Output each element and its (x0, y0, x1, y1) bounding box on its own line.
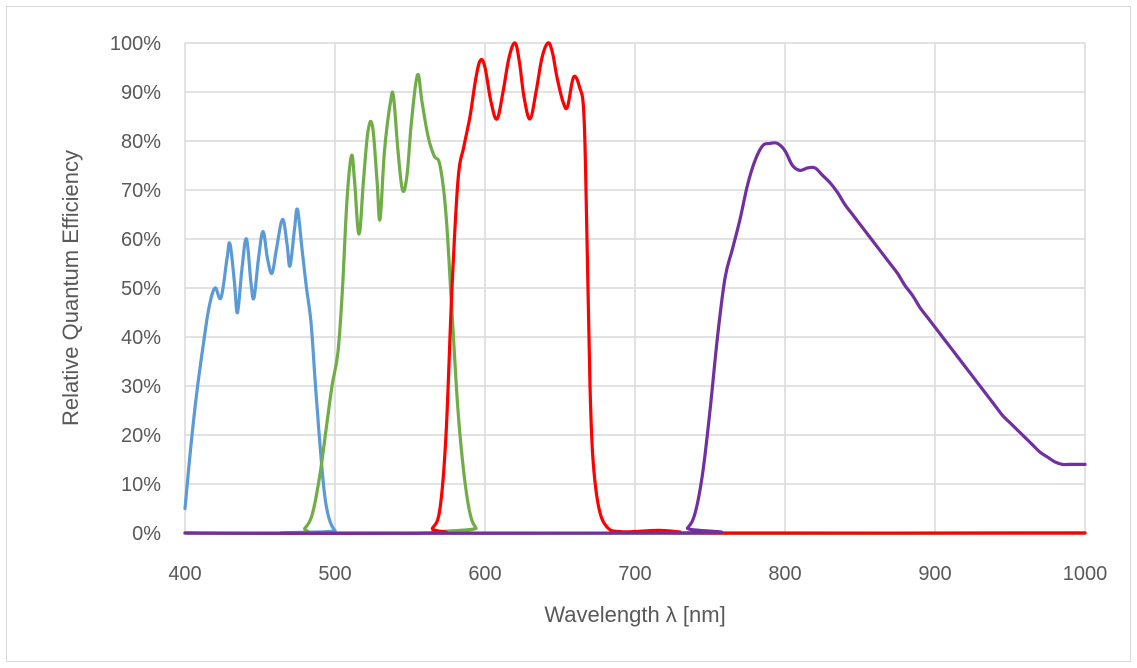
chart-frame (6, 6, 1131, 662)
x-tick-label: 700 (618, 563, 651, 585)
y-tick-label: 20% (121, 425, 161, 447)
y-tick-label: 10% (121, 474, 161, 496)
y-tick-labels: 0% 10% 20% 30% 40% 50% 60% 70% 80% 90% 100% (110, 33, 161, 545)
x-tick-label: 900 (918, 563, 951, 585)
series-line-2 (183, 72, 1087, 535)
y-tick-label: 70% (121, 180, 161, 202)
x-axis-title: Wavelength λ [nm] (544, 602, 725, 627)
series-lines (183, 41, 1087, 535)
y-tick-label: 0% (132, 523, 161, 545)
x-tick-label: 1000 (1063, 563, 1108, 585)
y-tick-label: 40% (121, 327, 161, 349)
y-tick-label: 60% (121, 229, 161, 251)
y-tick-label: 80% (121, 131, 161, 153)
x-tick-label: 600 (468, 563, 501, 585)
y-tick-label: 30% (121, 376, 161, 398)
x-tick-label: 800 (768, 563, 801, 585)
x-tick-labels: 400 500 600 700 800 900 1000 (168, 563, 1107, 585)
y-axis-title: Relative Quantum Efficiency (58, 150, 83, 426)
y-tick-label: 90% (121, 82, 161, 104)
series-line-1 (183, 207, 1087, 535)
y-tick-label: 100% (110, 33, 161, 55)
x-tick-label: 500 (318, 563, 351, 585)
series-line-4 (183, 141, 1087, 535)
y-tick-label: 50% (121, 278, 161, 300)
x-tick-label: 400 (168, 563, 201, 585)
